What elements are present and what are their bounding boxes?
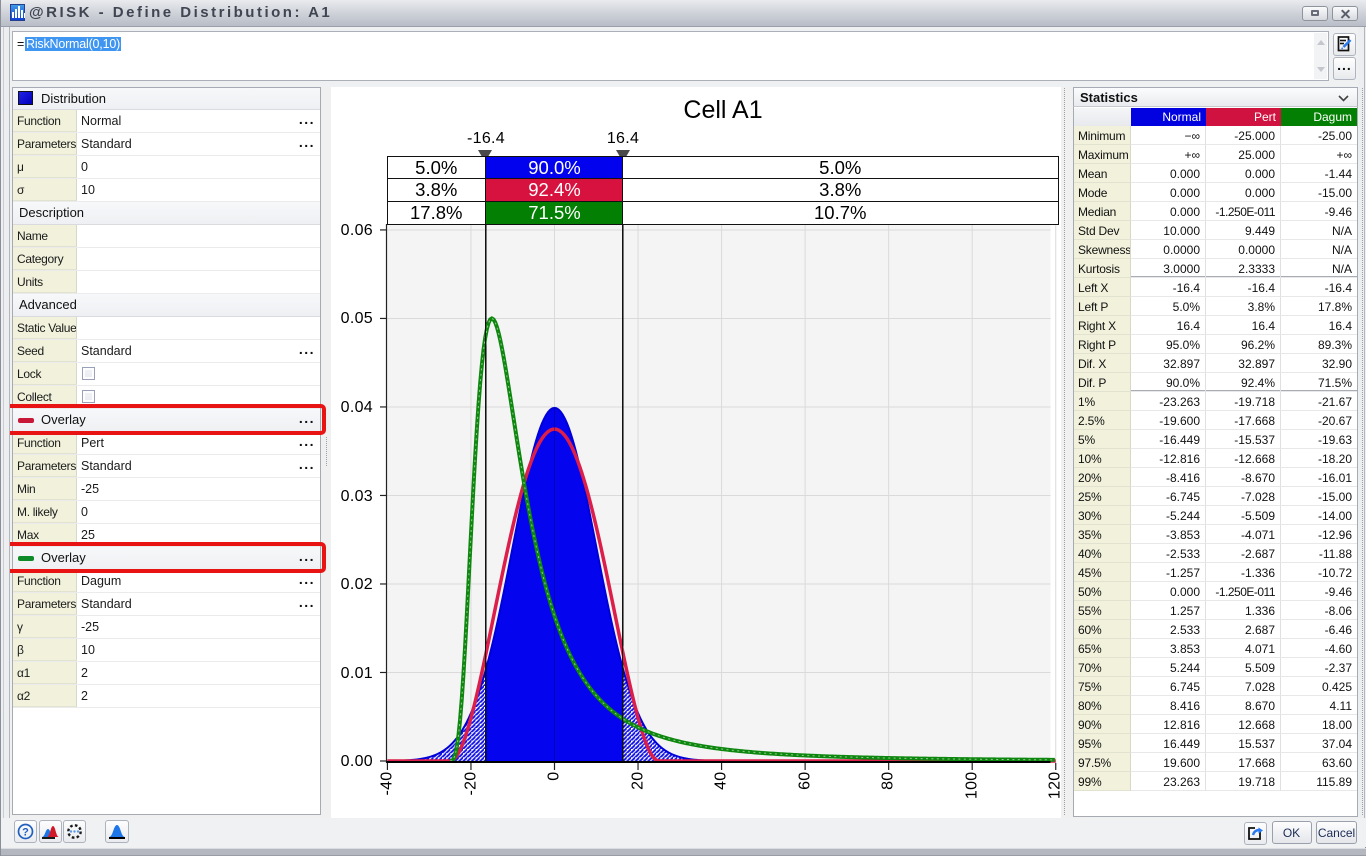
svg-text:?: ?: [22, 827, 29, 839]
